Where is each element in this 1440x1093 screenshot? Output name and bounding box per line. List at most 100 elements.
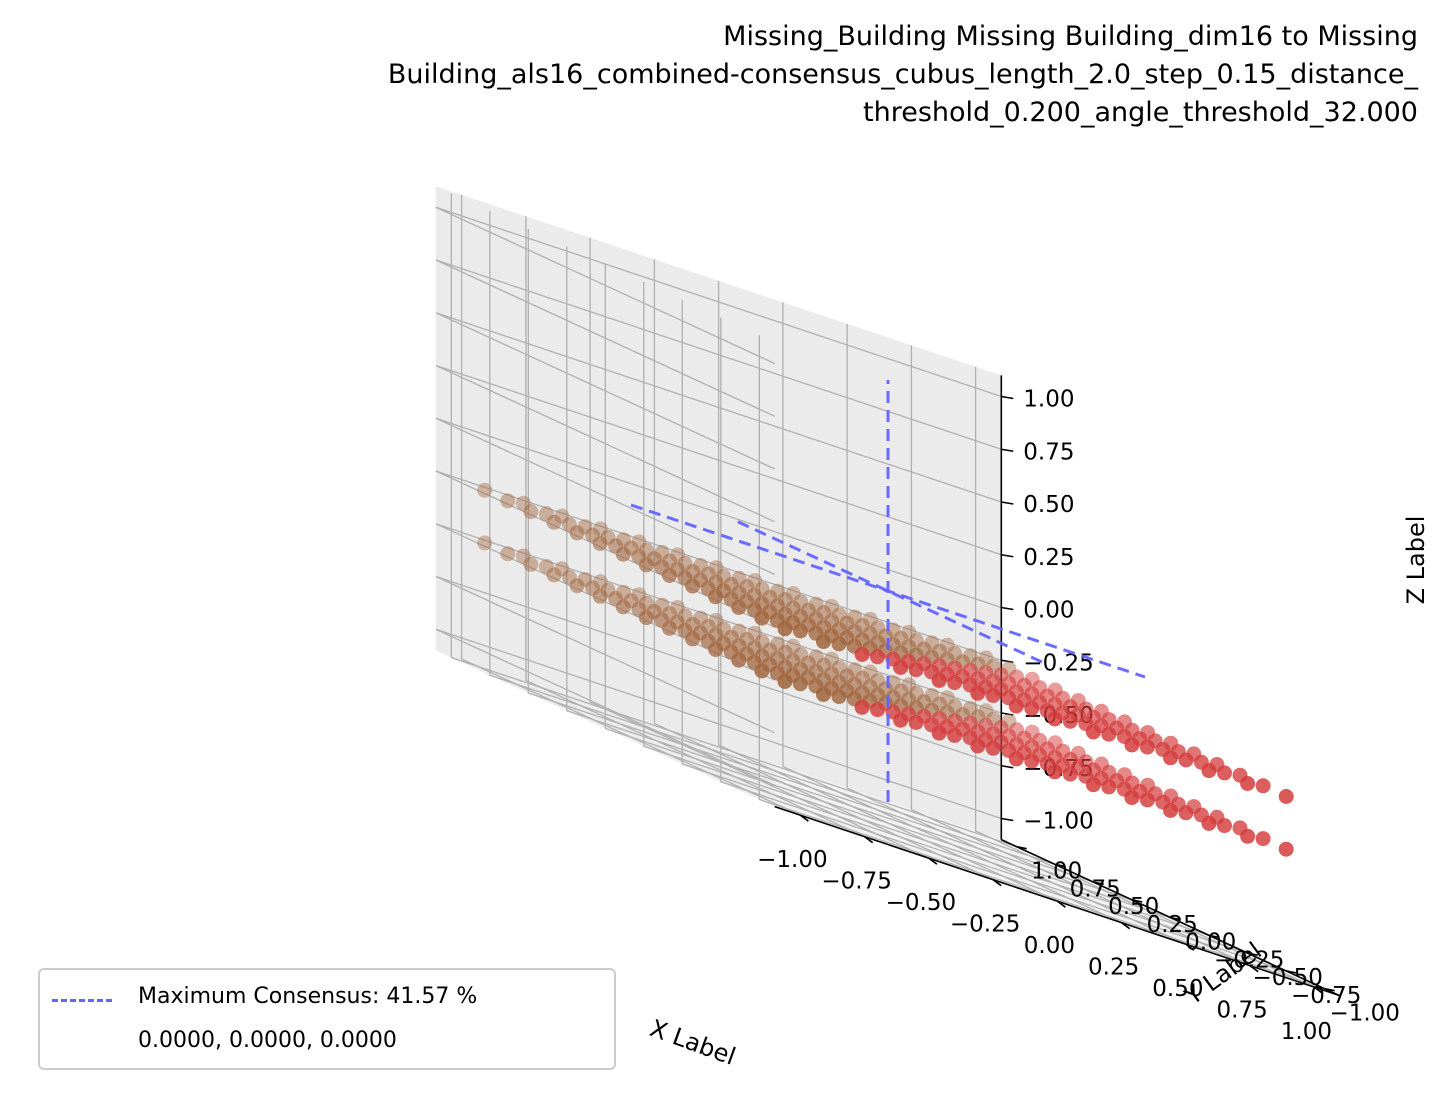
grid-line-z	[435, 523, 1002, 714]
z-tick	[1001, 448, 1014, 453]
data-point	[546, 567, 562, 583]
data-point	[870, 702, 885, 718]
grid-lines	[435, 193, 1325, 990]
data-point	[1217, 818, 1232, 834]
x-tick	[1313, 986, 1323, 994]
data-point	[893, 660, 909, 675]
data-point	[777, 621, 793, 637]
z-tick	[1001, 501, 1014, 505]
x-tick-label: 0.00	[1024, 933, 1075, 959]
grid-line-y	[527, 228, 1094, 883]
data-point	[708, 589, 724, 605]
data-point	[546, 514, 562, 530]
chart-title-line-3: threshold_0.200_angle_threshold_32.000	[863, 97, 1418, 128]
data-point	[477, 482, 493, 498]
grid-line-z	[435, 206, 1002, 398]
data-point	[1124, 737, 1140, 753]
data-point	[1008, 698, 1024, 714]
x-tick	[928, 857, 938, 865]
y-tick-label: 0.00	[1185, 930, 1236, 956]
data-point	[1024, 700, 1040, 716]
data-point	[615, 599, 631, 615]
data-point	[1163, 803, 1178, 818]
data-point	[816, 634, 831, 650]
data-point	[685, 578, 701, 594]
y-tick	[1247, 952, 1258, 956]
data-point	[1085, 724, 1101, 740]
x-tick-label: −1.00	[757, 847, 827, 873]
data-point	[1217, 765, 1232, 781]
data-point	[708, 642, 724, 657]
x-tick	[1056, 900, 1066, 908]
grid-line-z	[435, 364, 1002, 556]
y-tick	[1016, 845, 1027, 850]
x-tick-label: −0.75	[821, 869, 891, 895]
x-tick	[1249, 965, 1259, 973]
z-tick	[1001, 817, 1014, 822]
data-point	[1124, 790, 1140, 806]
data-point	[970, 738, 986, 754]
data-point	[592, 588, 608, 604]
data-point	[908, 715, 924, 730]
data-point	[792, 676, 808, 692]
z-tick-label: 0.00	[1023, 598, 1074, 624]
grid-line-x	[846, 323, 1187, 945]
data-point	[1240, 776, 1256, 791]
grid-line-y	[681, 299, 1248, 954]
data-point	[731, 652, 747, 668]
y-tick-label: 0.75	[1070, 876, 1121, 902]
y-tick	[1055, 863, 1066, 868]
data-point	[777, 674, 793, 689]
data-point	[592, 536, 608, 551]
y-tick	[1170, 916, 1181, 921]
data-point	[638, 557, 654, 573]
grid-line-x	[589, 237, 930, 859]
legend: Maximum Consensus: 41.57 % 0.0000, 0.000…	[38, 968, 616, 1070]
z-tick	[1001, 659, 1014, 664]
data-point	[870, 649, 885, 665]
data-point	[1240, 828, 1256, 844]
grid-line-x	[782, 302, 1122, 924]
grid-line-y	[758, 335, 1325, 990]
data-point	[500, 493, 516, 509]
grid-line-x	[525, 216, 865, 838]
consensus-lines	[630, 380, 1146, 802]
grid-line-y	[566, 246, 1133, 901]
data-point	[1047, 764, 1063, 780]
grid-line-x	[910, 345, 1251, 967]
data-point	[1255, 831, 1271, 847]
x-tick-label: 0.25	[1088, 955, 1139, 981]
data-point	[908, 662, 924, 678]
data-point	[947, 727, 963, 743]
x-tick-label: −0.50	[886, 890, 956, 916]
grid-line-y	[604, 264, 1171, 919]
y-tick	[1132, 899, 1143, 903]
legend-label-coords: 0.0000, 0.0000, 0.0000	[138, 1028, 397, 1053]
x-tick	[799, 814, 809, 822]
chart-title-line-2: Building_als16_combined-consensus_cubus_…	[387, 59, 1418, 90]
grid-line-z	[435, 312, 1002, 503]
data-point	[731, 600, 747, 615]
x-tick-label: 0.50	[1152, 976, 1203, 1002]
data-point	[1085, 777, 1101, 793]
data-point	[1255, 778, 1271, 794]
data-point	[569, 578, 585, 594]
z-tick	[1001, 553, 1014, 558]
data-points	[477, 482, 1294, 857]
data-point	[662, 620, 677, 636]
x-tick	[1121, 922, 1131, 930]
y-tick	[1209, 934, 1220, 939]
z-tick	[1001, 395, 1014, 400]
grid-line-z	[435, 575, 1002, 767]
x-axis-line	[774, 805, 1341, 997]
data-point	[792, 623, 808, 639]
grid-line-y	[450, 193, 1017, 848]
z-tick-label: 0.50	[1023, 492, 1074, 518]
x-tick-label: 1.00	[1281, 1019, 1332, 1045]
data-point	[1008, 751, 1024, 767]
grid-line-x	[717, 280, 1058, 902]
data-point	[816, 686, 831, 702]
data-point	[854, 647, 870, 662]
x-tick-label: −0.25	[950, 912, 1020, 938]
